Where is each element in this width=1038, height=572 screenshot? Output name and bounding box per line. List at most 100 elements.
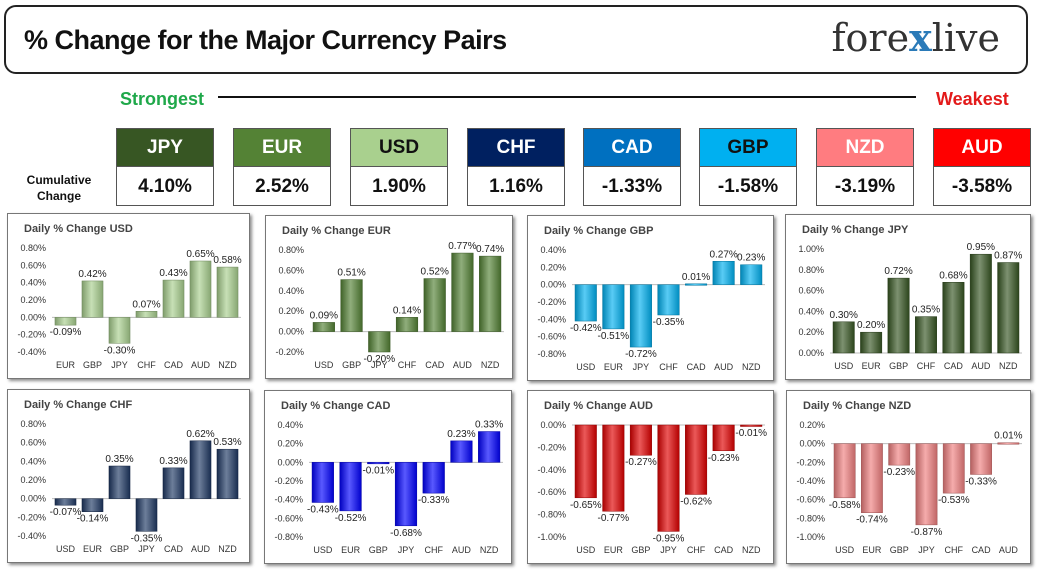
data-label: -0.20% — [363, 354, 395, 365]
currency-value: 4.10% — [117, 166, 213, 207]
bar — [942, 443, 965, 494]
data-label: -0.68% — [390, 528, 422, 539]
x-tick-label: USD — [835, 545, 855, 555]
data-label: -0.07% — [50, 507, 82, 518]
bar — [108, 465, 131, 499]
bar — [997, 262, 1020, 354]
y-tick-label: 0.40% — [798, 306, 824, 316]
x-tick-label: JPY — [138, 544, 155, 554]
x-tick-label: USD — [314, 360, 334, 370]
cumulative-change-label: Cumulative Change — [26, 173, 92, 203]
bar — [657, 284, 680, 316]
x-tick-label: EUR — [604, 545, 624, 555]
x-tick-label: USD — [313, 545, 333, 555]
y-tick-label: 0.20% — [278, 306, 304, 316]
bar — [969, 253, 992, 354]
x-tick-label: CHF — [137, 360, 156, 370]
x-tick-label: USD — [576, 362, 596, 372]
bar — [832, 321, 855, 354]
bar — [887, 277, 910, 354]
currency-name: JPY — [117, 129, 213, 166]
x-tick-label: CAD — [164, 360, 184, 370]
data-label: 0.35% — [912, 305, 940, 316]
bar — [162, 467, 185, 499]
y-tick-label: 0.00% — [277, 457, 303, 467]
data-label: -0.09% — [50, 327, 82, 338]
y-tick-label: 0.20% — [20, 295, 46, 305]
chart-title: Daily % Change EUR — [282, 225, 391, 237]
data-label: -0.33% — [418, 495, 450, 506]
data-label: 0.23% — [737, 253, 765, 264]
chart-svg: Daily % Change CHF -0.40% -0.20% 0.00% 0.20%… — [17, 399, 241, 554]
x-tick-label: JPY — [633, 362, 650, 372]
data-label: 0.65% — [186, 249, 214, 260]
chart-title: Daily % Change CHF — [24, 399, 132, 411]
y-tick-label: -0.20% — [537, 442, 566, 452]
forexlive-logo: forexlive — [831, 15, 1000, 60]
y-tick-label: -0.80% — [537, 349, 566, 359]
y-tick-label: 0.40% — [277, 420, 303, 430]
currency-value: -1.58% — [700, 166, 796, 207]
y-tick-label: 0.00% — [20, 312, 46, 322]
y-tick-label: -0.80% — [274, 532, 303, 542]
data-label: 0.07% — [132, 299, 160, 310]
data-label: 0.95% — [967, 242, 995, 253]
bar — [189, 440, 212, 499]
x-tick-label: NZD — [742, 545, 761, 555]
y-tick-label: 0.80% — [798, 265, 824, 275]
weakest-label: Weakest — [936, 89, 1009, 109]
y-tick-label: 0.40% — [20, 278, 46, 288]
bar — [629, 284, 652, 348]
x-tick-label: NZD — [218, 544, 237, 554]
y-tick-label: 0.80% — [278, 245, 304, 255]
y-tick-label: -0.20% — [17, 330, 46, 340]
bar — [657, 424, 680, 532]
x-tick-label: CHF — [398, 360, 417, 370]
data-label: 0.53% — [213, 437, 241, 448]
data-label: -0.51% — [598, 331, 630, 342]
data-label: -0.52% — [335, 513, 367, 524]
data-label: -0.35% — [653, 317, 685, 328]
data-label: 0.33% — [159, 456, 187, 467]
y-tick-label: -0.60% — [274, 513, 303, 523]
data-label: -0.53% — [938, 495, 970, 506]
bar — [395, 317, 419, 332]
bar — [81, 498, 104, 512]
x-tick-label: GBP — [890, 545, 909, 555]
y-tick-label: 1.00% — [798, 244, 824, 254]
bar — [368, 331, 391, 353]
x-tick-label: GBP — [631, 545, 650, 555]
x-tick-label: GBP — [889, 361, 908, 371]
currency-box-5: CAD -1.33% — [583, 128, 681, 206]
x-tick-label: CHF — [917, 361, 936, 371]
logo-text-left: fore — [831, 16, 910, 60]
y-tick-label: 0.00% — [278, 327, 304, 337]
x-tick-label: CAD — [944, 361, 964, 371]
bar — [712, 261, 735, 285]
bar — [162, 279, 185, 318]
x-tick-label: USD — [576, 545, 596, 555]
x-tick-label: CHF — [659, 362, 678, 372]
y-tick-label: 0.40% — [278, 286, 304, 296]
y-tick-label: 0.00% — [798, 348, 824, 358]
y-tick-label: -0.20% — [274, 476, 303, 486]
x-tick-label: NZD — [480, 545, 499, 555]
bar — [997, 442, 1020, 445]
data-label: -0.74% — [856, 515, 888, 526]
y-tick-label: 0.60% — [798, 286, 824, 296]
data-label: -0.65% — [570, 500, 602, 511]
data-label: 0.14% — [393, 305, 421, 316]
bar — [629, 424, 652, 456]
x-tick-label: EUR — [862, 545, 882, 555]
chart-panel-gbp: Daily % Change GBP -0.80% -0.60% -0.40% -0.2… — [527, 215, 774, 381]
chart-panel-usd: Daily % Change USD -0.40% -0.20% 0.00% 0.20%… — [7, 213, 250, 379]
bar — [367, 462, 390, 465]
bar — [312, 322, 335, 332]
x-tick-label: EUR — [56, 360, 76, 370]
data-label: -0.23% — [708, 453, 740, 464]
y-tick-label: -0.20% — [17, 512, 46, 522]
data-label: -0.01% — [362, 465, 394, 476]
x-tick-label: CHF — [424, 545, 443, 555]
data-label: 0.01% — [994, 431, 1022, 442]
y-tick-label: -0.60% — [537, 332, 566, 342]
